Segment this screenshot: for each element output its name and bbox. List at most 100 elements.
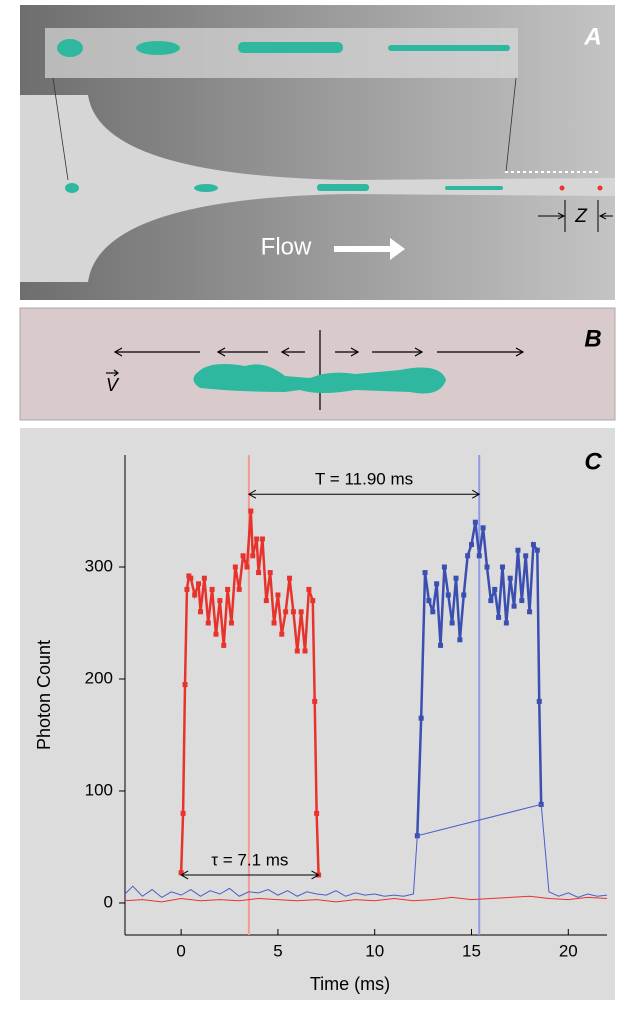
data-point bbox=[209, 586, 215, 592]
data-point bbox=[438, 642, 444, 648]
data-point bbox=[267, 570, 273, 576]
panel-label: B bbox=[584, 325, 601, 352]
data-point bbox=[201, 575, 207, 581]
data-point bbox=[445, 592, 451, 598]
data-point bbox=[426, 598, 432, 604]
data-point bbox=[294, 648, 300, 654]
data-point bbox=[271, 620, 277, 626]
molecule bbox=[193, 364, 446, 394]
data-point bbox=[217, 598, 223, 604]
panel-b bbox=[19, 307, 616, 421]
data-point bbox=[302, 648, 308, 654]
data-point bbox=[453, 575, 459, 581]
data-point bbox=[287, 575, 293, 581]
data-point bbox=[221, 642, 227, 648]
x-tick-label: 10 bbox=[365, 941, 384, 960]
data-point bbox=[488, 598, 494, 604]
data-point bbox=[196, 581, 202, 587]
data-point bbox=[523, 553, 529, 559]
data-point bbox=[240, 553, 246, 559]
panel-label: A bbox=[583, 23, 601, 50]
molecules bbox=[57, 39, 510, 193]
velocity-label: V bbox=[106, 375, 120, 395]
data-point bbox=[182, 682, 188, 688]
y-tick-label: 100 bbox=[85, 780, 113, 799]
data-point bbox=[465, 553, 471, 559]
data-point bbox=[457, 637, 463, 643]
data-point bbox=[228, 620, 234, 626]
data-point bbox=[480, 525, 486, 531]
x-tick-label: 20 bbox=[559, 941, 578, 960]
flow-label: Flow bbox=[261, 233, 312, 260]
data-point bbox=[418, 715, 424, 721]
data-point bbox=[530, 542, 536, 548]
data-point bbox=[178, 870, 184, 876]
data-point bbox=[314, 810, 320, 816]
laser-spot bbox=[597, 185, 603, 191]
series-line bbox=[124, 803, 608, 898]
x-tick-label: 15 bbox=[462, 941, 481, 960]
data-point bbox=[496, 614, 502, 620]
data-point bbox=[254, 536, 260, 542]
data-point bbox=[527, 609, 533, 615]
zoom-line bbox=[52, 77, 69, 181]
x-tick-label: 0 bbox=[176, 941, 185, 960]
data-point bbox=[441, 564, 447, 570]
data-point bbox=[298, 609, 304, 615]
series-line bbox=[124, 895, 608, 903]
data-point bbox=[250, 553, 256, 559]
data-point bbox=[499, 564, 505, 570]
data-point bbox=[507, 575, 513, 581]
data-point bbox=[484, 564, 490, 570]
data-point bbox=[256, 570, 262, 576]
data-point bbox=[225, 586, 231, 592]
data-point bbox=[275, 592, 281, 598]
data-point bbox=[205, 620, 211, 626]
data-point bbox=[519, 598, 525, 604]
data-point bbox=[263, 598, 269, 604]
data-point bbox=[197, 609, 203, 615]
data-point bbox=[236, 586, 242, 592]
y-tick-label: 200 bbox=[85, 668, 113, 687]
data-point bbox=[534, 547, 540, 553]
data-point bbox=[184, 586, 190, 592]
data-point bbox=[188, 575, 194, 581]
data-point bbox=[310, 598, 316, 604]
panel-c bbox=[20, 428, 615, 1000]
data-point bbox=[213, 631, 219, 637]
flow-arrow bbox=[334, 238, 405, 260]
zoom-line bbox=[505, 77, 517, 173]
data-point bbox=[536, 698, 542, 704]
data-point bbox=[430, 609, 436, 615]
panel-label: C bbox=[584, 448, 602, 475]
y-tick-label: 0 bbox=[104, 892, 113, 911]
data-point bbox=[290, 609, 296, 615]
annotation: τ = 7.1 ms bbox=[211, 850, 288, 869]
data-point bbox=[472, 519, 478, 525]
data-point bbox=[283, 609, 289, 615]
data-point bbox=[306, 586, 312, 592]
annotation: T = 11.90 ms bbox=[315, 470, 413, 489]
data-point bbox=[248, 508, 254, 514]
data-point bbox=[503, 620, 509, 626]
data-point bbox=[461, 592, 467, 598]
laser-spot bbox=[559, 185, 565, 191]
data-point bbox=[232, 564, 238, 570]
data-point bbox=[312, 698, 318, 704]
data-point bbox=[449, 620, 455, 626]
data-point bbox=[422, 570, 428, 576]
data-point bbox=[515, 547, 521, 553]
data-point bbox=[468, 542, 474, 548]
x-tick-label: 5 bbox=[273, 941, 282, 960]
z-label: Z bbox=[574, 206, 588, 227]
data-point bbox=[434, 581, 440, 587]
data-point bbox=[244, 564, 250, 570]
data-point bbox=[279, 631, 285, 637]
arrow-head bbox=[180, 870, 320, 880]
y-tick-label: 300 bbox=[85, 556, 113, 575]
series-line bbox=[416, 521, 543, 836]
data-point bbox=[180, 810, 186, 816]
data-point bbox=[492, 586, 498, 592]
data-point bbox=[192, 592, 198, 598]
